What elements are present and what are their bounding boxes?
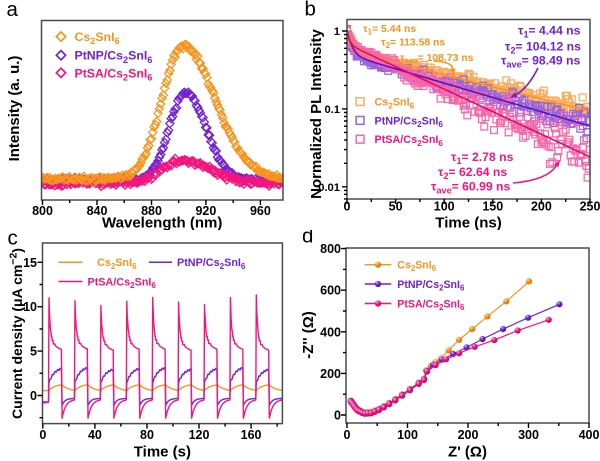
svg-text:0: 0 — [344, 200, 351, 214]
svg-text:920: 920 — [195, 204, 216, 218]
svg-text:Cs2SnI6: Cs2SnI6 — [375, 97, 415, 111]
svg-text:800: 800 — [32, 204, 53, 218]
svg-text:0: 0 — [334, 409, 341, 423]
svg-text:80: 80 — [140, 428, 154, 442]
svg-text:400: 400 — [320, 325, 341, 339]
svg-text:Time (ns): Time (ns) — [435, 215, 501, 231]
svg-text:400: 400 — [579, 428, 600, 442]
svg-text:200: 200 — [320, 367, 341, 381]
svg-text:100: 100 — [397, 428, 418, 442]
svg-text:960: 960 — [250, 204, 271, 218]
svg-text:160: 160 — [241, 428, 262, 442]
svg-text:200: 200 — [531, 200, 552, 214]
svg-text:τ1= 2.78 ns: τ1= 2.78 ns — [451, 150, 514, 166]
svg-text:PtSA/Cs2SnI6: PtSA/Cs2SnI6 — [375, 134, 444, 148]
svg-text:250: 250 — [580, 200, 600, 214]
svg-text:15: 15 — [23, 256, 37, 270]
svg-text:PtNP/Cs2SnI6: PtNP/Cs2SnI6 — [75, 49, 153, 65]
svg-text:0.01: 0.01 — [318, 182, 340, 194]
svg-text:Z' (Ω): Z' (Ω) — [448, 444, 487, 461]
svg-text:τ2= 62.64 ns: τ2= 62.64 ns — [438, 165, 507, 181]
svg-text:Current density (μA cm−2): Current density (μA cm−2) — [8, 248, 25, 419]
svg-text:50: 50 — [389, 200, 403, 214]
svg-text:τ2= 104.12 ns: τ2= 104.12 ns — [505, 40, 581, 56]
svg-text:120: 120 — [189, 428, 210, 442]
svg-text:PtNP/Cs2SnI6: PtNP/Cs2SnI6 — [177, 257, 246, 271]
svg-text:τave= 60.99 ns: τave= 60.99 ns — [431, 180, 510, 196]
svg-text:Intensity (a. u.): Intensity (a. u.) — [6, 56, 23, 162]
svg-text:PtSA/Cs2SnI6: PtSA/Cs2SnI6 — [397, 298, 465, 312]
svg-text:300: 300 — [518, 428, 539, 442]
svg-text:b: b — [305, 0, 316, 21]
svg-text:150: 150 — [482, 200, 503, 214]
svg-text:Wavelength (nm): Wavelength (nm) — [102, 215, 222, 231]
svg-text:5: 5 — [30, 345, 37, 359]
svg-text:Time (s): Time (s) — [134, 444, 191, 461]
svg-text:τ1= 5.44 ns: τ1= 5.44 ns — [363, 24, 416, 37]
svg-text:800: 800 — [320, 242, 341, 256]
svg-text:40: 40 — [88, 428, 102, 442]
svg-text:PtNP/Cs2SnI6: PtNP/Cs2SnI6 — [397, 279, 465, 293]
svg-text:840: 840 — [87, 204, 108, 218]
svg-text:PtSA/Cs2SnI6: PtSA/Cs2SnI6 — [88, 276, 157, 290]
svg-text:10: 10 — [23, 300, 37, 314]
svg-text:PtSA/Cs2SnI6: PtSA/Cs2SnI6 — [75, 66, 153, 82]
svg-text:Cs2SnI6: Cs2SnI6 — [397, 260, 436, 274]
svg-text:τave= 98.49 ns: τave= 98.49 ns — [501, 54, 580, 70]
svg-text:Cs2SnI6: Cs2SnI6 — [97, 257, 137, 271]
svg-text:600: 600 — [320, 284, 341, 298]
svg-text:-Z'' (Ω): -Z'' (Ω) — [300, 311, 317, 358]
svg-text:0: 0 — [344, 428, 351, 442]
svg-text:200: 200 — [458, 428, 479, 442]
svg-text:0: 0 — [39, 428, 46, 442]
svg-text:1: 1 — [334, 26, 340, 38]
svg-text:a: a — [7, 0, 19, 21]
svg-text:PtNP/Cs2SnI6: PtNP/Cs2SnI6 — [375, 115, 444, 129]
svg-text:c: c — [8, 230, 18, 250]
svg-text:Normalized PL Intensity: Normalized PL Intensity — [308, 28, 325, 198]
svg-text:100: 100 — [434, 200, 455, 214]
svg-text:0: 0 — [30, 389, 37, 403]
svg-text:0.1: 0.1 — [324, 104, 340, 116]
svg-text:d: d — [302, 230, 313, 248]
svg-text:Cs2SnI6: Cs2SnI6 — [75, 30, 120, 46]
svg-text:τ1= 4.44 ns: τ1= 4.44 ns — [518, 24, 581, 40]
svg-text:τave= 108.73 ns: τave= 108.73 ns — [400, 53, 474, 66]
svg-text:880: 880 — [141, 204, 162, 218]
svg-text:τ2= 113.58 ns: τ2= 113.58 ns — [381, 38, 445, 51]
